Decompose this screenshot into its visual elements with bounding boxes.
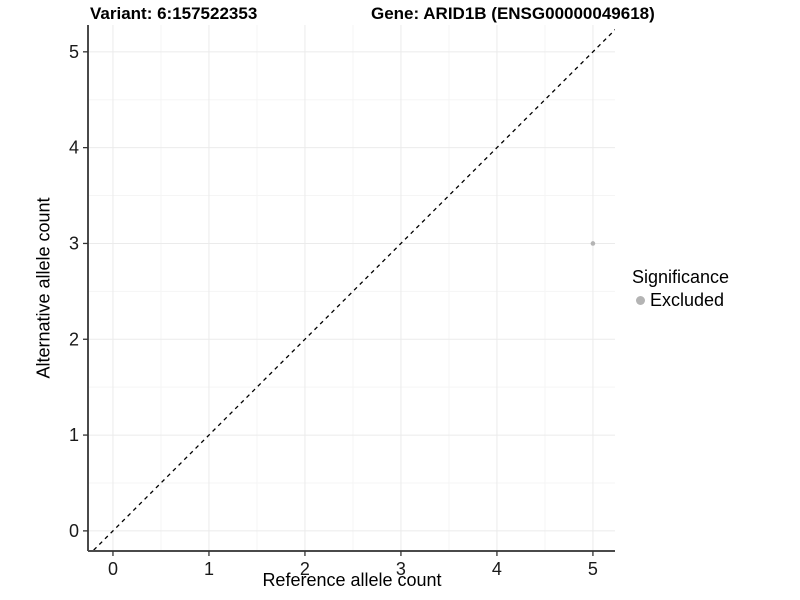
plot-title-gene: Gene: ARID1B (ENSG00000049618)	[371, 4, 655, 23]
x-tick-label: 1	[204, 559, 214, 579]
y-axis-title: Alternative allele count	[33, 197, 54, 379]
y-tick-label: 0	[69, 521, 79, 541]
legend: Significance Excluded	[632, 267, 729, 311]
legend-item-excluded: Excluded	[636, 290, 729, 311]
y-tick-label: 2	[69, 329, 79, 349]
legend-key-dot-icon	[636, 296, 645, 305]
data-point	[590, 241, 596, 246]
x-axis-title: Reference allele count	[262, 570, 442, 590]
x-tick-label: 0	[108, 559, 118, 579]
x-tick-label: 3	[396, 559, 406, 579]
x-tick-label: 4	[492, 559, 502, 579]
x-tick-label: 5	[588, 559, 598, 579]
legend-item-label: Excluded	[650, 290, 725, 310]
y-tick-label: 5	[69, 42, 79, 62]
x-tick-label: 2	[300, 559, 310, 579]
y-tick-label: 3	[69, 233, 79, 253]
plot-title-variant: Variant: 6:157522353	[90, 4, 258, 23]
y-tick-label: 1	[69, 425, 79, 445]
legend-title: Significance	[632, 267, 730, 287]
y-tick-label: 4	[69, 138, 79, 158]
identity-line	[91, 28, 615, 551]
